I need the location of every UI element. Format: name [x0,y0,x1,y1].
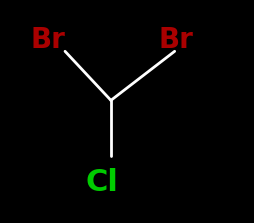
Text: Cl: Cl [85,168,118,197]
Text: Br: Br [30,26,65,54]
Text: Br: Br [157,26,192,54]
